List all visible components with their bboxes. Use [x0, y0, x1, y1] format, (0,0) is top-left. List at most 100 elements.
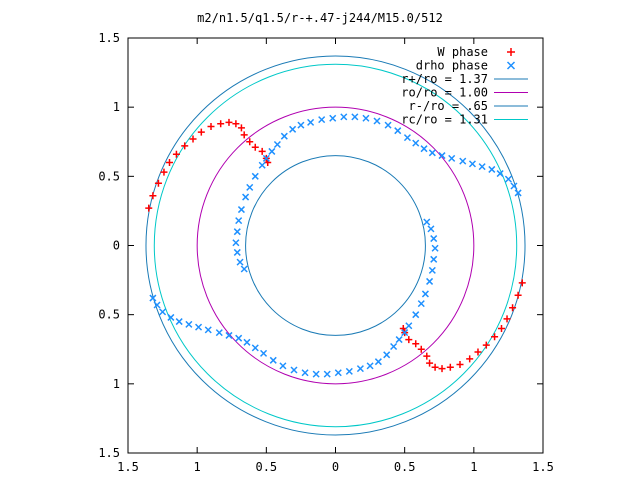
data-point [273, 140, 281, 149]
legend-label: W phase [437, 45, 488, 59]
data-point [417, 300, 425, 308]
data-point [145, 204, 153, 212]
data-point [251, 172, 259, 180]
y-tick-label: 0 [113, 239, 120, 253]
data-point [340, 113, 348, 121]
legend-label: rc/ro = 1.31 [401, 113, 488, 127]
data-point [251, 143, 259, 151]
legend-swatch [506, 61, 516, 70]
data-point [518, 279, 526, 287]
x-tick-label: 1.5 [532, 460, 554, 474]
data-point [478, 163, 486, 171]
data-point [431, 244, 439, 252]
data-point [374, 358, 382, 366]
chart-title: m2/n1.5/q1.5/r-+.47-j244/M15.0/512 [197, 11, 443, 25]
data-point [351, 113, 359, 121]
data-point [246, 138, 254, 146]
data-point [280, 132, 288, 140]
data-point [427, 225, 435, 233]
data-point [329, 114, 337, 122]
data-point [420, 145, 428, 153]
reference-circle-3 [153, 63, 518, 428]
data-point [503, 315, 511, 323]
data-point [412, 311, 420, 319]
data-point [166, 159, 173, 166]
data-point [237, 206, 245, 214]
data-point [236, 258, 244, 266]
data-point [260, 349, 268, 357]
data-point [496, 170, 504, 178]
legend-label: ro/ro = 1.00 [401, 86, 488, 100]
data-point [426, 359, 434, 367]
data-point [362, 114, 370, 122]
data-point [246, 183, 254, 191]
data-point [423, 218, 431, 226]
data-point [405, 322, 413, 330]
data-point [426, 277, 434, 285]
data-point [423, 352, 431, 360]
data-point [428, 266, 436, 274]
data-point [242, 193, 250, 201]
data-point [412, 340, 420, 348]
data-point [482, 341, 490, 349]
data-point [504, 175, 512, 183]
legend-label: r+/ro = 1.37 [401, 72, 488, 86]
data-point [153, 301, 161, 309]
series-0 [145, 118, 526, 373]
data-point [468, 160, 476, 168]
data-point [498, 325, 505, 332]
reference-circle-0 [145, 55, 526, 436]
data-point [258, 161, 266, 169]
x-tick-label: 0.5 [255, 460, 277, 474]
data-point [356, 365, 364, 373]
data-point [430, 235, 438, 243]
data-point [154, 179, 162, 187]
data-point [215, 329, 223, 337]
x-tick-label: 0.5 [394, 460, 416, 474]
data-point [232, 120, 240, 128]
y-tick-label: 0.5 [98, 308, 120, 322]
data-point [175, 318, 183, 326]
data-point [428, 149, 436, 157]
data-point [395, 336, 403, 344]
data-point [403, 134, 411, 142]
data-point [509, 304, 517, 312]
data-point [405, 336, 413, 344]
data-point [366, 362, 374, 370]
data-point [383, 351, 391, 359]
data-point [421, 290, 429, 298]
data-point [225, 118, 233, 126]
data-point [301, 369, 309, 377]
data-point [237, 124, 245, 132]
y-tick-label: 1 [113, 100, 120, 114]
x-tick-label: 1.5 [117, 460, 139, 474]
data-point [149, 192, 157, 200]
data-point [207, 123, 215, 131]
data-point [456, 360, 464, 368]
data-point [466, 355, 474, 363]
data-point [510, 182, 518, 190]
data-point [430, 255, 438, 263]
x-tick-label: 0 [332, 460, 339, 474]
data-point [446, 363, 454, 371]
data-point [195, 323, 203, 331]
legend-label: r-/ro = .65 [409, 99, 488, 113]
data-point [235, 217, 243, 225]
data-point [225, 331, 233, 339]
data-point [318, 116, 326, 124]
data-point [323, 370, 331, 378]
y-tick-label: 1.5 [98, 31, 120, 45]
data-point [384, 121, 392, 129]
data-point [514, 189, 522, 197]
data-point [297, 121, 305, 129]
axis-ticks: 1.5 1 0.5 0 0.5 1 1.51.510.500.511.5 [98, 31, 554, 474]
data-point [491, 333, 499, 341]
data-point [262, 154, 270, 162]
data-point [159, 308, 167, 316]
data-point [390, 342, 398, 351]
data-series [145, 113, 526, 378]
data-point [279, 362, 287, 370]
data-point [345, 367, 353, 375]
